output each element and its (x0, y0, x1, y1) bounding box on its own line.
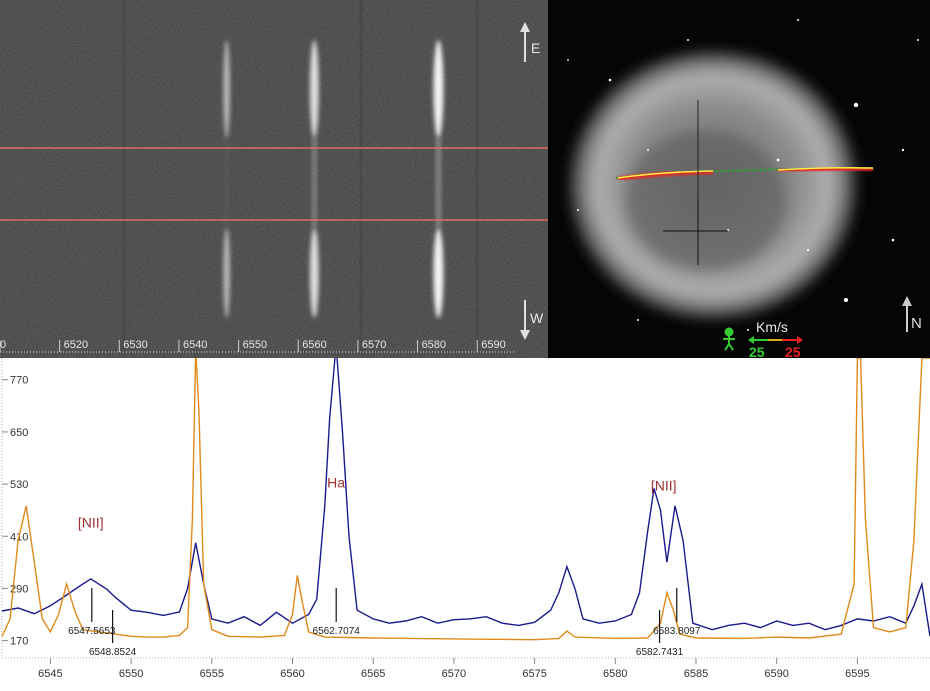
nebula-image: N Km/s 25 25 (548, 0, 930, 358)
spectrum-2d-tick-label: 6520 (64, 339, 88, 351)
spectrum-series-line (1, 358, 930, 641)
spectrum-2d-tick-label: 6560 (302, 339, 326, 351)
crosshair (663, 100, 728, 265)
emission-line-2d (223, 40, 231, 138)
x-tick-label: 6575 (522, 668, 546, 680)
y-tick-label: 650 (10, 427, 28, 439)
line-marker-label: 6548.8524 (89, 647, 137, 658)
line-marker-label: 6582.7431 (636, 647, 684, 658)
x-tick-label: 6595 (845, 668, 869, 680)
spectrum-2d-tick-label: 6530 (123, 339, 147, 351)
y-tick-label: 530 (10, 479, 28, 491)
line-annotation: [NII] (651, 478, 677, 494)
emission-line-2d-center (435, 138, 441, 228)
emission-line-2d (223, 228, 231, 318)
x-tick-label: 6545 (38, 668, 62, 680)
line-marker-label: 6583.8097 (653, 626, 701, 637)
spectrum-2d-tick-label: 6580 (422, 339, 446, 351)
x-tick-label: 6590 (764, 668, 788, 680)
line-marker-label: 6562.7074 (313, 626, 361, 637)
emission-line-2d-center (312, 138, 317, 228)
x-tick-label: 6570 (442, 668, 466, 680)
y-tick-label: 770 (10, 375, 28, 387)
x-tick-label: 6565 (361, 668, 385, 680)
line-annotation: Ha (327, 475, 345, 491)
emission-line-2d (433, 228, 444, 318)
y-tick-label: 170 (10, 636, 28, 648)
spectrum-plot: 170 290 410 530 650 770 6545 6550 6555 6560 6565 6… (0, 358, 930, 686)
spectrum-2d-tick-label: 6590 (481, 339, 505, 351)
spectrum-2d-tick-label: 0 (0, 339, 6, 351)
line-annotation: [NII] (78, 515, 104, 531)
east-arrow (520, 22, 530, 62)
north-arrow (902, 296, 912, 332)
spectrum-2d-panel: 0 6520 6530 6540 6550 6560 6570 6580 6590 E W (0, 0, 548, 358)
x-tick-label: 6585 (684, 668, 708, 680)
north-label: N (911, 315, 922, 332)
nebula-image-panel: N Km/s 25 25 (548, 0, 930, 358)
star-field (567, 19, 919, 331)
velocity-blue-value: 25 (749, 344, 765, 358)
approach-arrow-icon (748, 336, 770, 344)
x-tick-label: 6550 (119, 668, 143, 680)
x-tick-label: 6555 (200, 668, 224, 680)
west-label: W (530, 310, 544, 326)
velocity-trace (615, 166, 874, 181)
emission-line-2d (433, 40, 444, 138)
y-tick-label: 290 (10, 583, 28, 595)
x-tick-label: 6580 (603, 668, 627, 680)
west-arrow (520, 300, 530, 340)
spectrum-series-line (1, 358, 930, 637)
x-tick-label: 6560 (280, 668, 304, 680)
spectrum-2d-tick-label: 6550 (243, 339, 267, 351)
spectrum-2d-tick-label: 6570 (362, 339, 386, 351)
spectrum-2d-image: 0 6520 6530 6540 6550 6560 6570 6580 6590 E W (0, 0, 548, 358)
velocity-red-value: 25 (785, 344, 801, 358)
emission-line-2d (309, 228, 319, 318)
recede-arrow-icon (782, 336, 803, 344)
observer-icon (723, 327, 735, 351)
line-marker-label: 6547.5653 (68, 626, 116, 637)
emission-line-2d (309, 40, 319, 138)
emission-line-2d-center (225, 138, 229, 228)
spectrum-2d-tick-label: 6540 (183, 339, 207, 351)
east-label: E (531, 40, 540, 56)
velocity-unit-label: Km/s (756, 319, 788, 335)
